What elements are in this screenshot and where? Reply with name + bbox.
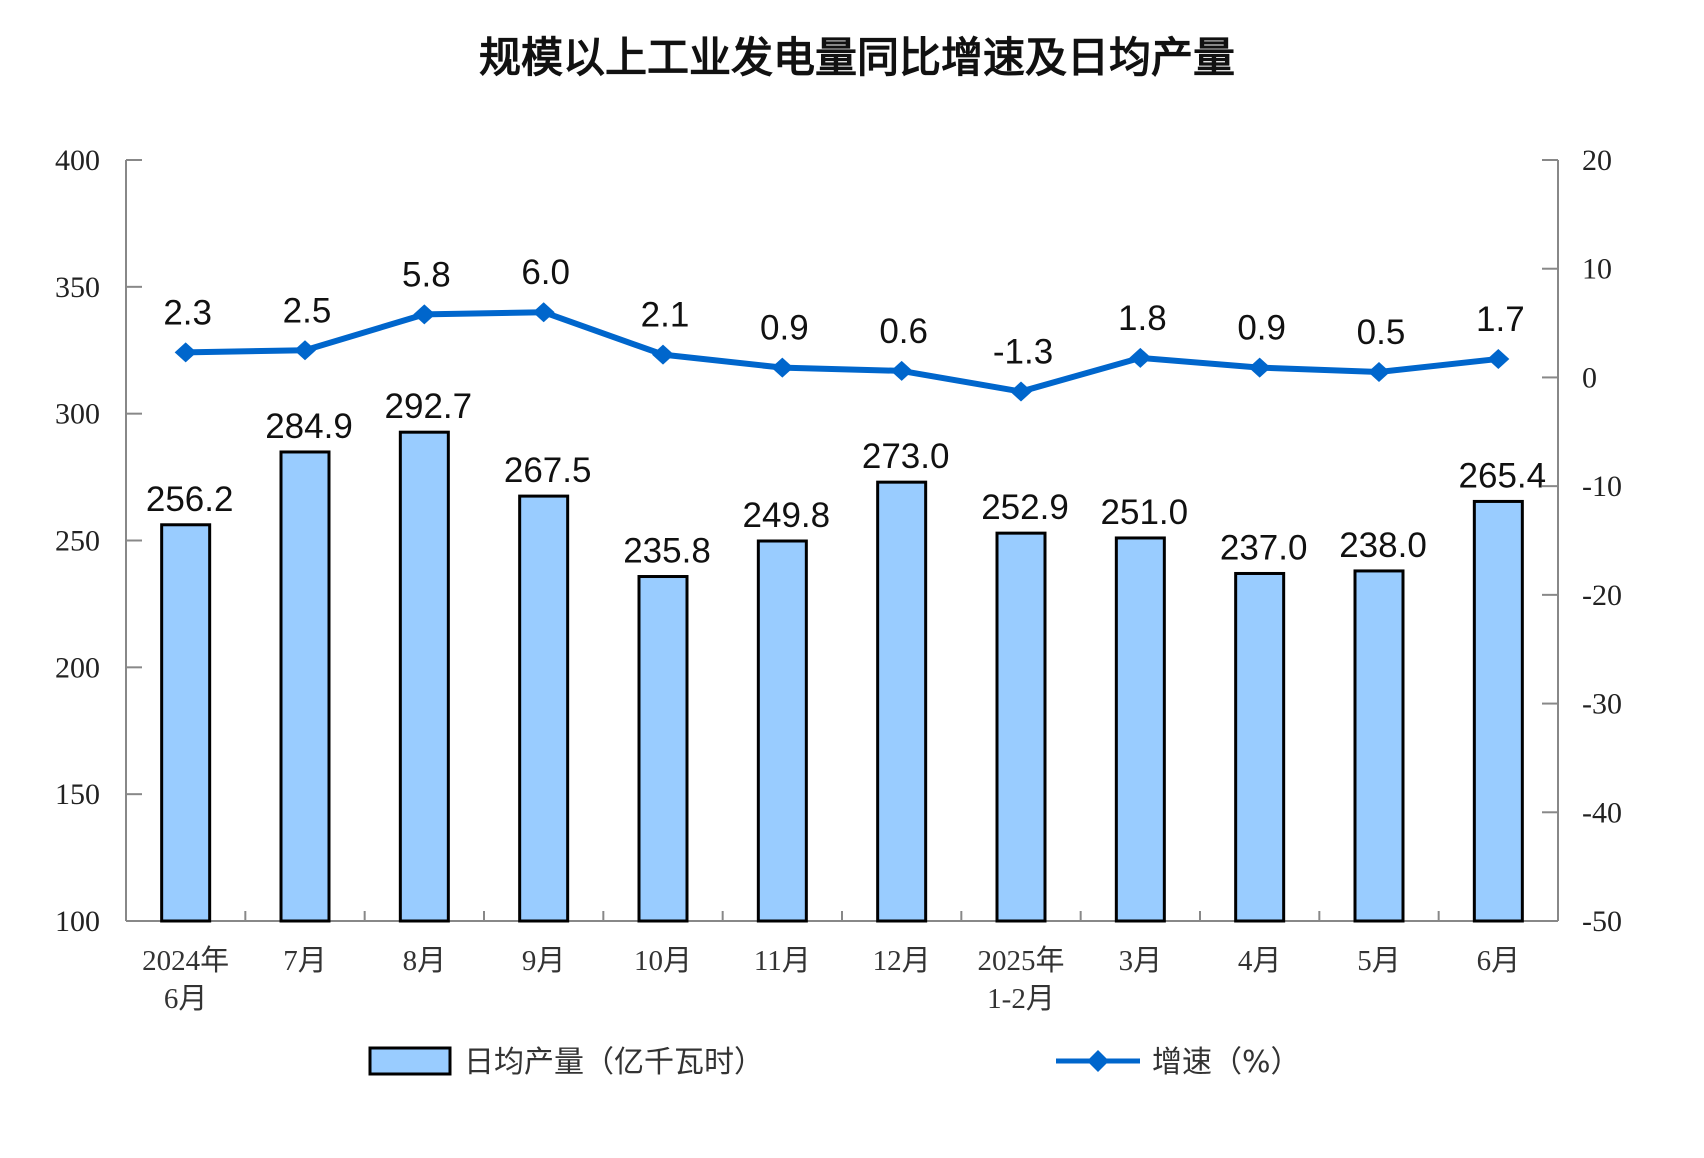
- bar-data-label: 256.2: [146, 480, 234, 519]
- bar-data-label: 273.0: [862, 437, 950, 476]
- line-point-marker: [294, 340, 316, 361]
- growth-line: [185, 309, 1499, 395]
- bar-data-label: 237.0: [1220, 528, 1308, 567]
- line-data-label: 0.9: [1237, 309, 1286, 348]
- bar-data-label: 267.5: [504, 451, 592, 490]
- line-data-label: -1.3: [993, 333, 1053, 372]
- bar-data-label: 235.8: [623, 532, 711, 571]
- x-tick-label: 3月: [1119, 945, 1163, 977]
- legend-bar-swatch: [368, 1046, 452, 1076]
- line-data-label: 2.5: [283, 291, 332, 330]
- bar: [1234, 571, 1286, 923]
- left-tick-label: 350: [55, 271, 100, 304]
- line-data-label: 2.1: [641, 296, 690, 335]
- right-tick-label: -30: [1582, 688, 1622, 721]
- left-tick-label: 200: [55, 651, 100, 684]
- line-data-label: 0.9: [760, 309, 809, 348]
- x-tick-label: 1-2月: [987, 983, 1055, 1015]
- line-point-marker: [174, 342, 197, 363]
- bar-data-label: 238.0: [1339, 526, 1427, 565]
- line-point-marker: [890, 360, 913, 381]
- x-tick-label: 6月: [164, 983, 208, 1015]
- line-point-marker: [1129, 347, 1152, 368]
- left-tick-label: 100: [55, 905, 100, 938]
- bar: [876, 480, 928, 923]
- line-point-marker: [1487, 348, 1510, 369]
- x-tick-label: 7月: [283, 945, 327, 977]
- line-point-marker: [413, 304, 436, 325]
- line-point-marker: [1368, 361, 1390, 382]
- x-tick-label: 11月: [754, 945, 811, 977]
- right-tick-label: -10: [1582, 470, 1622, 503]
- bar-data-label: 265.4: [1459, 456, 1547, 495]
- right-tick-label: -50: [1582, 905, 1622, 938]
- bar: [398, 430, 450, 923]
- bar-data-label: 284.9: [265, 407, 353, 446]
- bar: [518, 494, 570, 923]
- left-tick-label: 300: [55, 398, 100, 431]
- line-point-marker: [1248, 357, 1271, 378]
- line-data-label: 1.7: [1476, 300, 1525, 339]
- bar: [160, 523, 212, 923]
- x-tick-label: 9月: [522, 945, 566, 977]
- right-tick-label: -40: [1582, 796, 1622, 829]
- line-data-label: 5.8: [402, 255, 451, 294]
- left-tick-label: 150: [55, 778, 100, 811]
- legend-line-label: 增速（%）: [1152, 1045, 1301, 1080]
- line-point-marker: [771, 357, 794, 378]
- right-tick-label: 0: [1582, 361, 1597, 394]
- line-data-label: 1.8: [1118, 299, 1167, 338]
- line-data-label: 2.3: [163, 293, 212, 332]
- x-tick-label: 10月: [634, 945, 692, 977]
- x-tick-label: 6月: [1477, 945, 1521, 977]
- bar: [1114, 536, 1166, 923]
- right-tick-label: 10: [1582, 253, 1612, 286]
- line-point-marker: [1010, 381, 1032, 402]
- x-tick-label: 5月: [1357, 945, 1401, 977]
- bar-data-label: 249.8: [743, 496, 831, 535]
- legend-bar-label: 日均产量（亿千瓦时）: [464, 1045, 764, 1080]
- x-tick-label: 2024年: [142, 944, 229, 977]
- bar-data-label: 292.7: [385, 387, 473, 426]
- legend-diamond-marker: [1087, 1050, 1109, 1072]
- bar-data-label: 252.9: [981, 488, 1069, 527]
- bar: [1472, 499, 1524, 923]
- bar-data-label: 251.0: [1101, 493, 1189, 532]
- bar: [995, 531, 1047, 923]
- left-tick-label: 400: [55, 144, 100, 177]
- bar: [637, 575, 689, 923]
- line-point-marker: [532, 302, 555, 323]
- right-tick-label: -20: [1582, 579, 1622, 612]
- x-tick-label: 4月: [1238, 945, 1282, 977]
- x-tick-label: 12月: [873, 945, 931, 977]
- bar: [279, 450, 331, 923]
- bar: [1353, 569, 1405, 923]
- x-tick-label: 2025年: [977, 944, 1064, 977]
- right-tick-label: 20: [1582, 144, 1612, 177]
- bar: [756, 539, 808, 923]
- line-data-label: 0.6: [879, 312, 928, 351]
- line-point-marker: [652, 344, 674, 365]
- line-data-label: 6.0: [521, 253, 570, 292]
- chart-title: 规模以上工业发电量同比增速及日均产量: [479, 33, 1235, 82]
- x-tick-label: 8月: [403, 945, 447, 977]
- left-tick-label: 250: [55, 525, 100, 558]
- line-data-label: 0.5: [1357, 313, 1406, 352]
- legend: 日均产量（亿千瓦时） 增速（%）: [368, 1045, 1301, 1080]
